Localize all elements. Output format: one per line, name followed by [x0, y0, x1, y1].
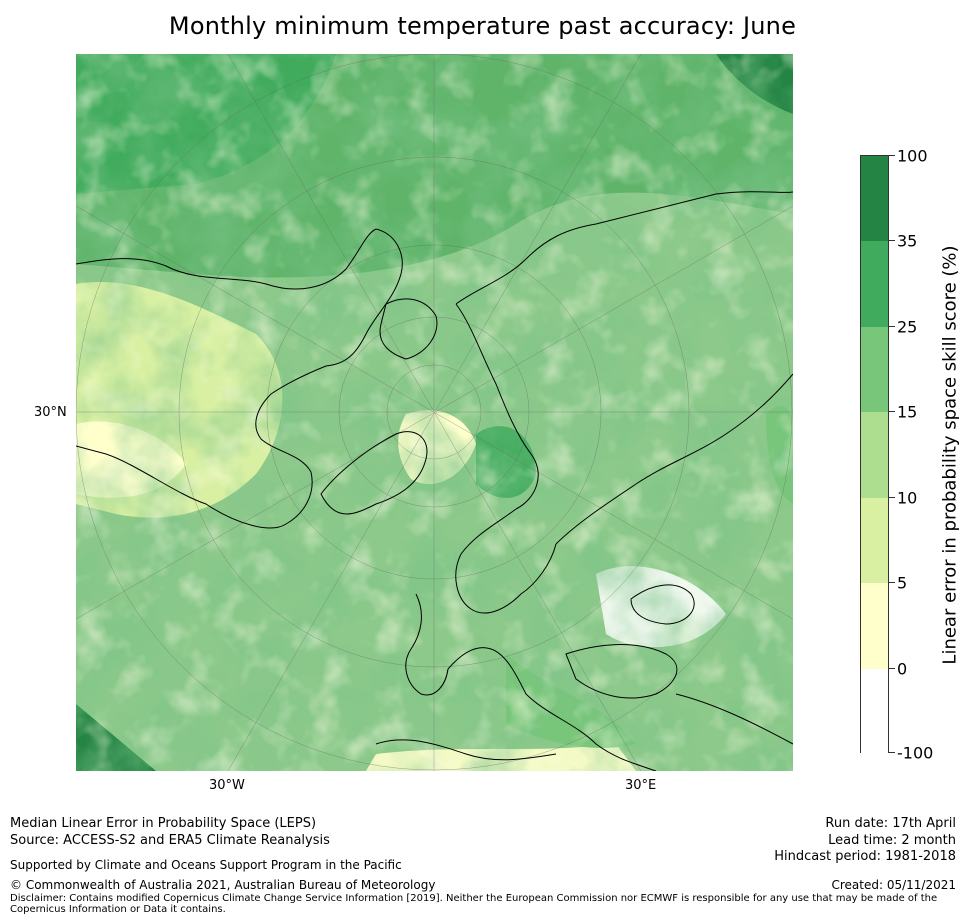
footer-disclaimer: Disclaimer: Contains modified Copernicus… [10, 893, 938, 915]
colorbar-band-0-5 [861, 583, 888, 669]
colorbar-band-10-15 [861, 412, 888, 498]
footer-run-date: Run date: 17th April [825, 816, 956, 831]
colorbar-tick [889, 582, 895, 583]
colorbar-tick-label: 15 [897, 402, 918, 422]
colorbar-tick-label: -100 [897, 743, 934, 763]
skill-score-map [76, 54, 793, 771]
longitude-label-30w: 30°W [209, 778, 245, 793]
colorbar-band-25-35 [861, 241, 888, 327]
footer-lead-time: Lead time: 2 month [828, 833, 956, 848]
colorbar-band-15-25 [861, 327, 888, 412]
map-panel [76, 54, 793, 771]
colorbar-tick-label: 5 [897, 573, 908, 593]
graticule [76, 54, 793, 771]
colorbar-tick [889, 411, 895, 412]
footer-method: Median Linear Error in Probability Space… [10, 816, 317, 831]
footer-copyright: © Commonwealth of Australia 2021, Austra… [10, 878, 436, 892]
longitude-label-30e: 30°E [625, 778, 657, 793]
colorbar-tick [889, 326, 895, 327]
colorbar-band-neg100-0 [861, 669, 888, 754]
colorbar [860, 155, 889, 754]
footer-support: Supported by Climate and Oceans Support … [10, 858, 402, 872]
latitude-label-30n: 30°N [34, 405, 67, 420]
colorbar-tick-label: 100 [897, 146, 928, 166]
colorbar-band-35-100 [861, 156, 888, 241]
coastlines [76, 191, 793, 771]
colorbar-tick [889, 668, 895, 669]
colorbar-tick-label: 35 [897, 231, 918, 251]
colorbar-tick-label: 0 [897, 659, 908, 679]
colorbar-tick [889, 240, 895, 241]
chart-title: Monthly minimum temperature past accurac… [168, 12, 797, 40]
colorbar-tick [889, 155, 895, 156]
colorbar-tick [889, 752, 895, 753]
colorbar-tick-label: 10 [897, 488, 918, 508]
footer-created: Created: 05/11/2021 [831, 878, 956, 892]
colorbar-tick-label: 25 [897, 317, 918, 337]
colorbar-title: Linear error in probability space skill … [939, 245, 961, 665]
footer-hindcast: Hindcast period: 1981-2018 [774, 849, 956, 864]
colorbar-tick [889, 497, 895, 498]
colorbar-band-5-10 [861, 498, 888, 583]
footer-source: Source: ACCESS-S2 and ERA5 Climate Reana… [10, 833, 330, 848]
